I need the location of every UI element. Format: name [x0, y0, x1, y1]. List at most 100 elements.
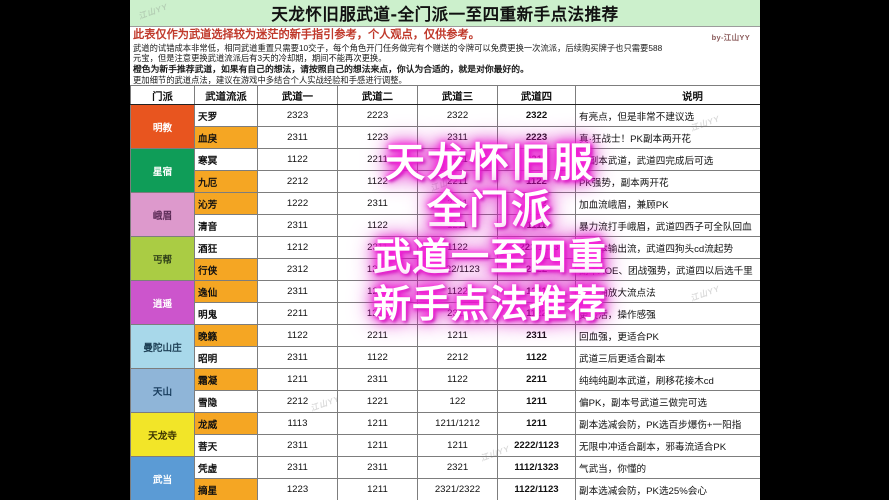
wudao2-cell: 2311	[337, 368, 418, 392]
style-cell: 摘星	[194, 478, 258, 500]
wudao2-cell: 1223	[337, 126, 418, 150]
style-cell: 昭明	[194, 346, 258, 370]
paper-sheet: 江山YY 天龙怀旧服武道-全门派一至四重新手点法推荐 此表仅作为武道选择较为迷茫…	[130, 0, 760, 500]
table-row: 明教 天罗 2323 2223 2322 2322 有亮点，但是非常不建议选	[130, 104, 760, 150]
school-cell: 峨眉	[130, 192, 195, 238]
wudao4-cell: 2211	[497, 148, 576, 172]
desc-cell: 气武当，你懂的	[575, 456, 760, 480]
wudao4-cell: 1122	[497, 302, 576, 326]
wudao2-cell: 1211	[337, 412, 418, 436]
desc-cell: 万金油放大流点法	[575, 280, 760, 304]
style-cell: 菩天	[194, 434, 258, 458]
wudao3-cell: 2311	[417, 302, 498, 326]
note-line-3: 橙色为新手推荐武道，如果有自己的想法，请按照自己的想法来点，你认为合适的，就是对…	[133, 63, 529, 74]
header-wudao-2: 武道二	[337, 85, 418, 106]
school-cell: 天山	[130, 368, 195, 414]
style-cell: 清音	[194, 214, 258, 238]
wudao1-cell: 2212	[257, 170, 338, 194]
desc-cell: 暴力流打手峨眉，武道四西子可全队回血	[575, 214, 760, 238]
table-row: 行侠 2312 1223 2222/1123 2322 副本AOE、团战强势，武道四以后选…	[131, 258, 760, 282]
table-row: 丐帮 酒狂 1212 2311 1122 1222/1123 偏副本输出流，武道四狗头cd流…	[130, 236, 760, 282]
style-cell: 血戾	[194, 126, 258, 150]
header-wudao-4: 武道四	[497, 85, 576, 106]
desc-cell: 副本选减会防，PK选百步爆伤+一阳指	[575, 412, 760, 436]
header-wudao-3: 武道三	[417, 85, 498, 106]
note-line-1: 武道的试错成本非常低，相同武道重置只需要10交子，每个角色开门任务做完有个赠送的…	[133, 43, 663, 53]
school-cell: 星宿	[130, 148, 195, 194]
wudao4-cell: 1122/1123	[497, 478, 576, 500]
desc-cell: 武道三后更适合副本	[575, 346, 760, 370]
wudao3-cell: 2311	[417, 126, 498, 150]
table-row: 武当 凭虚 2311 2311 2321 1112/1323 气武当，你懂的	[130, 456, 760, 500]
school-cell: 武当	[130, 456, 195, 500]
wudao4-cell: 1211	[497, 390, 576, 414]
desc-cell: 纯副本武道，武道四完成后可选	[575, 148, 760, 172]
wudao3-cell: 2321/2322	[417, 478, 498, 500]
style-cell: 雪隐	[194, 390, 258, 414]
desc-cell: 真·狂战士！PK副本两开花	[575, 126, 760, 150]
wudao1-cell: 2311	[257, 280, 338, 304]
table-row: 昭明 2311 1122 2212 1122 武道三后更适合副本	[131, 346, 760, 370]
wudao1-cell: 1223	[257, 478, 338, 500]
page-title: 天龙怀旧服武道-全门派一至四重新手点法推荐	[271, 5, 619, 24]
wudao3-cell: 1122	[417, 368, 498, 392]
wudao4-cell: 1111	[497, 214, 576, 238]
wudao1-cell: 2311	[257, 346, 338, 370]
note-line-2: 元宝，但是注意更换武道流派后有3天的冷却期，期间不能再次更换。	[133, 53, 387, 64]
header-desc: 说明	[575, 85, 760, 106]
wudao3-cell: 2321	[417, 456, 498, 480]
wudao2-cell: 1211	[337, 478, 418, 500]
table-row: 天山 霜凝 1211 2311 1122 2211 纯纯纯副本武道，刷移花接木cd	[130, 368, 760, 414]
wudao1-cell: 1113	[257, 412, 338, 436]
wudao3-cell: 122	[417, 390, 498, 414]
wudao3-cell: 2322	[417, 104, 498, 128]
wudao2-cell: 1221	[337, 390, 418, 414]
wudao2-cell: 2211	[337, 324, 418, 348]
desc-cell: 更灵活，操作感强	[575, 302, 760, 326]
wudao2-cell: 2311	[337, 192, 418, 216]
wudao4-cell: 1222/1123	[497, 236, 576, 260]
school-cell: 曼陀山庄	[130, 324, 195, 370]
wudao1-cell: 2212	[257, 390, 338, 414]
author-byline: by-江山YY	[711, 33, 750, 42]
note-red: 此表仅作为武道选择较为迷茫的新手指引参考，个人观点，仅供参考。	[133, 29, 480, 41]
wudao3-cell: 2222/1123	[417, 258, 498, 282]
wudao1-cell: 2311	[257, 126, 338, 150]
style-cell: 龙威	[194, 412, 258, 436]
wudao2-cell: 1122	[337, 346, 418, 370]
table-row: 清音 2311 1122 1211 1111 暴力流打手峨眉，武道四西子可全队回血	[131, 214, 760, 238]
table-row: 九厄 2212 1122 2211 1122 PK强势，副本两开花	[131, 170, 760, 194]
header-wudao-1: 武道一	[257, 85, 338, 106]
table-row: 明鬼 2211 1221 2311 1122 更灵活，操作感强	[131, 302, 760, 326]
wudao3-cell: 1211	[417, 324, 498, 348]
wudao4-cell: 2322	[497, 258, 576, 282]
style-cell: 九厄	[194, 170, 258, 194]
desc-cell: 加血流峨眉，兼顾PK	[575, 192, 760, 216]
school-cell: 明教	[130, 104, 195, 150]
desc-cell: PK强势，副本两开花	[575, 170, 760, 194]
wudao4-cell: 2223	[497, 126, 576, 150]
title-bar: 江山YY 天龙怀旧服武道-全门派一至四重新手点法推荐	[130, 0, 760, 27]
table-row: 星宿 寒冥 1122 2211 2311 2211 纯副本武道，武道四完成后可选	[130, 148, 760, 194]
style-cell: 沁芳	[194, 192, 258, 216]
wudao4-cell: 1122	[497, 346, 576, 370]
style-cell: 明鬼	[194, 302, 258, 326]
header-school: 门派	[130, 85, 195, 106]
table-row: 雪隐 2212 1221 122 1211 偏PK，副本号武道三做完可选	[131, 390, 760, 414]
wudao3-cell: 1211/1212	[417, 412, 498, 436]
wudao4-cell: 1112/1323	[497, 456, 576, 480]
header-style: 武道流派	[194, 85, 258, 106]
style-cell: 凭虚	[194, 456, 258, 480]
table-row: 血戾 2311 1223 2311 2223 真·狂战士！PK副本两开花	[131, 126, 760, 150]
table-row: 摘星 1223 1211 2321/2322 1122/1123 副本选减会防，PK选25…	[131, 478, 760, 500]
desc-cell: 回血强，更适合PK	[575, 324, 760, 348]
wudao1-cell: 1122	[257, 324, 338, 348]
style-cell: 逸仙	[194, 280, 258, 304]
table-row: 逍遥 逸仙 2311 1211 1122 1211 万金油放大流点法	[130, 280, 760, 326]
wudao1-cell: 2311	[257, 456, 338, 480]
style-cell: 霜凝	[194, 368, 258, 392]
wudao2-cell: 1211	[337, 434, 418, 458]
watermark: 江山YY	[137, 2, 170, 21]
wudao4-cell: 2211	[497, 368, 576, 392]
table-row: 天龙寺 龙威 1113 1211 1211/1212 1211 副本选减会防，PK选百步爆伤…	[130, 412, 760, 458]
